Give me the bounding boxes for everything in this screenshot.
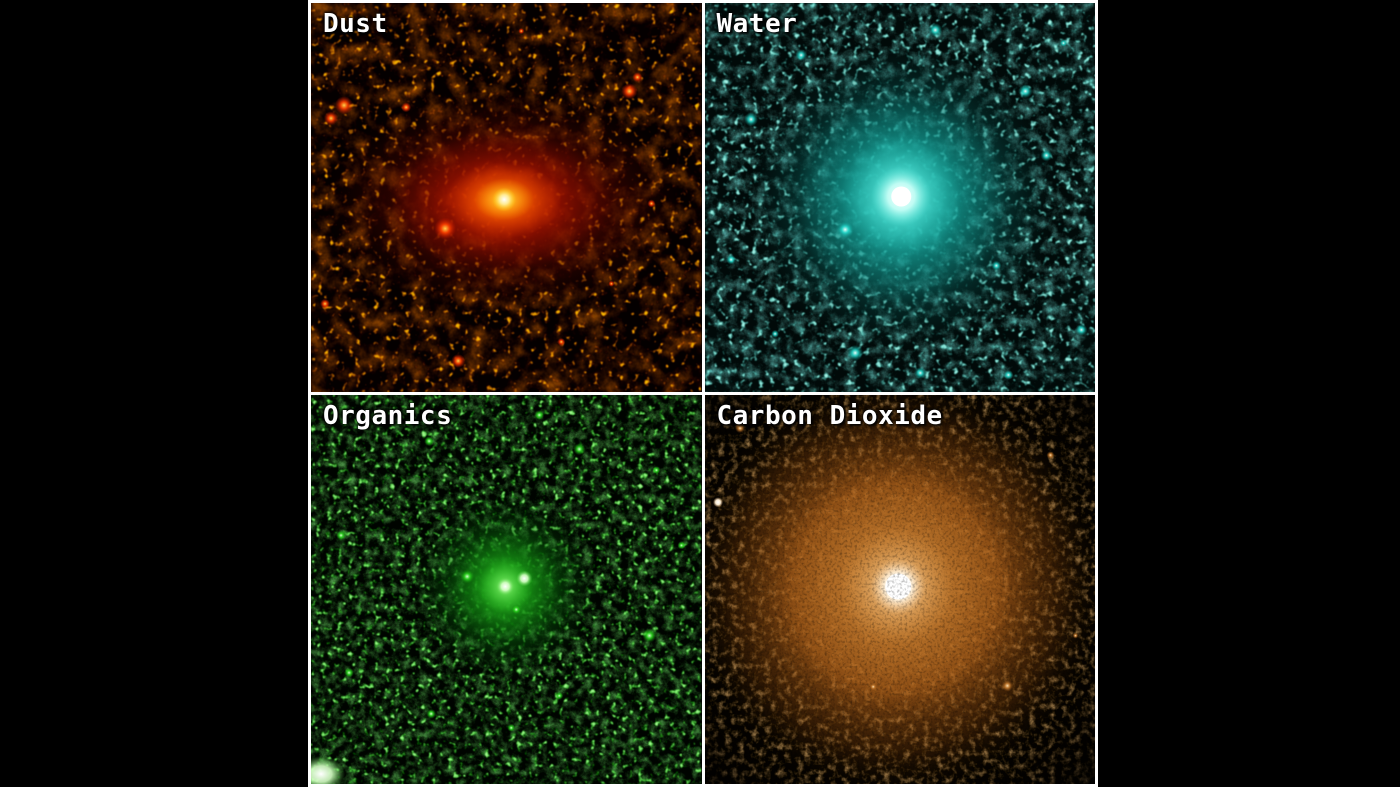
comet-montage: Dust: [308, 0, 1098, 787]
panel-label-organics: Organics: [323, 401, 453, 431]
panel-organics: Organics: [311, 395, 702, 784]
organics-image: [311, 395, 702, 784]
water-image: [704, 3, 1095, 392]
panel-dust: Dust: [311, 3, 702, 392]
panel-label-water: Water: [716, 9, 798, 39]
dust-image: [311, 3, 702, 392]
panel-carbon-dioxide: Carbon Dioxide: [704, 395, 1095, 784]
panel-label-dust: Dust: [323, 9, 388, 39]
carbon-dioxide-image: [704, 395, 1095, 784]
panel-label-carbon-dioxide: Carbon Dioxide: [716, 401, 943, 431]
panel-water: Water: [704, 3, 1095, 392]
